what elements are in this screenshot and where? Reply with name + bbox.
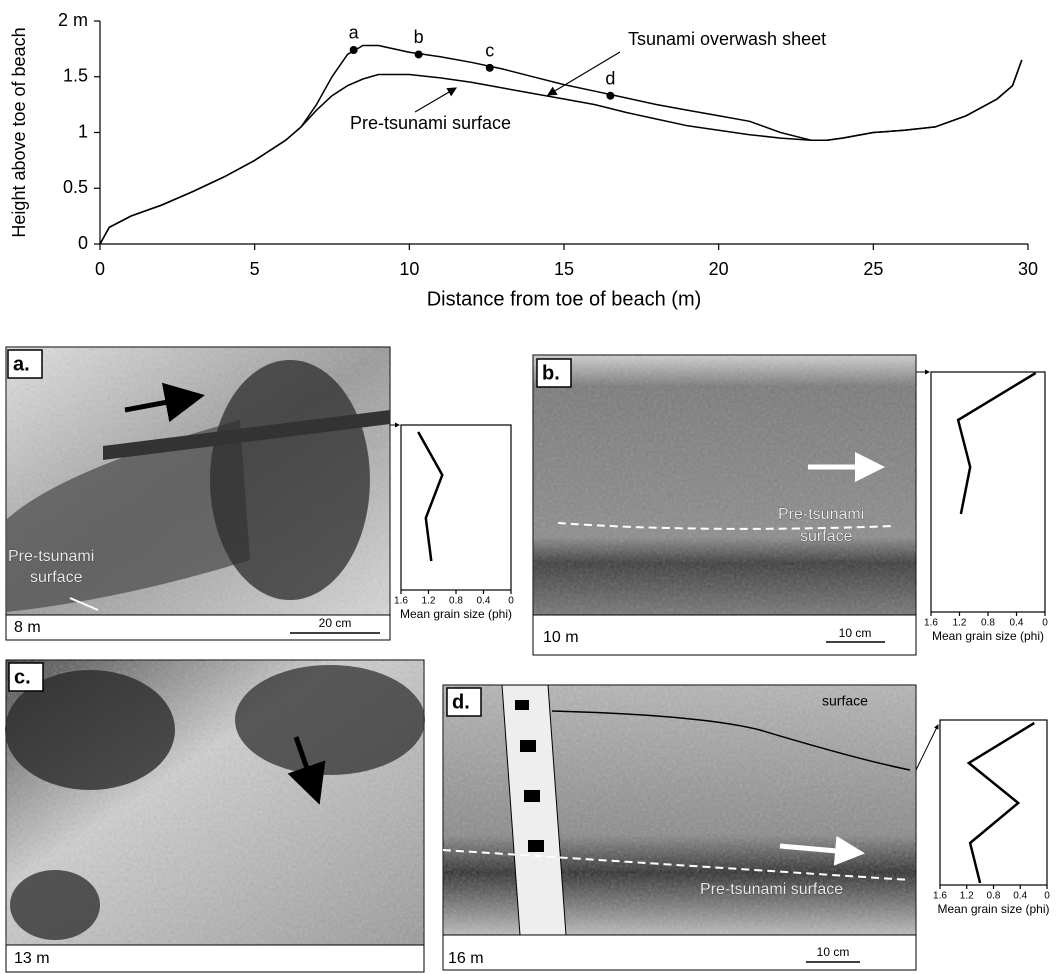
profile-frame	[401, 425, 511, 590]
distance: 13 m	[14, 950, 50, 967]
x-axis-title: Mean grain size (phi)	[400, 607, 512, 621]
y-tick-label: 0	[78, 233, 88, 253]
point-label: a	[349, 23, 360, 43]
x-axis-title: Mean grain size (phi)	[932, 629, 1044, 643]
x-tick-label: 1.2	[960, 891, 974, 902]
photo-note: surface	[800, 528, 853, 545]
photo-note: surface	[822, 693, 868, 709]
photo-panel-b	[533, 355, 916, 655]
x-tick-label: 0.8	[449, 596, 463, 607]
scale-label: 10 cm	[839, 626, 872, 640]
photo-note: Pre-tsunami surface	[700, 881, 843, 898]
x-tick-label: 1.6	[933, 891, 947, 902]
point-label: b	[414, 27, 424, 47]
x-axis-title: Mean grain size (phi)	[937, 902, 1049, 916]
distance: 16 m	[448, 950, 484, 967]
x-tick-label: 20	[709, 259, 729, 279]
line-series	[100, 46, 1022, 245]
x-tick-label: 0.4	[477, 596, 491, 607]
point-label: c	[485, 41, 494, 61]
sample-point	[606, 92, 614, 100]
distance: 8 m	[14, 619, 41, 636]
sample-point	[350, 46, 358, 54]
x-tick-label: 0.8	[981, 618, 995, 629]
x-tick-label: 0.4	[1013, 891, 1027, 902]
distance: 10 m	[543, 629, 579, 646]
x-tick-label: 15	[554, 259, 574, 279]
x-tick-label: 0.8	[987, 891, 1001, 902]
point-label: d	[605, 68, 615, 88]
x-tick-label: 10	[399, 259, 419, 279]
y-axis-title: Height above toe of beach	[9, 27, 29, 237]
connector	[916, 725, 938, 770]
photo-note: Pre-tsunami	[778, 506, 864, 523]
y-tick-label: 0.5	[63, 177, 88, 197]
x-tick-label: 1.2	[953, 618, 967, 629]
x-tick-label: 1.6	[924, 618, 938, 629]
x-tick-label: 25	[863, 259, 883, 279]
profile-frame	[931, 372, 1045, 612]
scale-label: 10 cm	[817, 945, 850, 959]
x-tick-label: 30	[1018, 259, 1038, 279]
x-tick-label: 0	[95, 259, 105, 279]
x-axis-title: Distance from toe of beach (m)	[427, 288, 702, 310]
photo-note: surface	[30, 569, 83, 586]
sample-point	[486, 64, 494, 72]
y-tick-label: 1	[78, 121, 88, 141]
x-tick-label: 5	[250, 259, 260, 279]
profile-frame	[940, 720, 1047, 885]
panel-label: d.	[452, 691, 470, 713]
annotation: Tsunami overwash sheet	[628, 29, 826, 49]
scale-label: 20 cm	[319, 616, 352, 630]
x-tick-label: 1.6	[394, 596, 408, 607]
x-tick-label: 0	[508, 596, 514, 607]
sample-point	[415, 50, 423, 58]
panel-label: c.	[14, 666, 31, 688]
x-tick-label: 0	[1044, 891, 1050, 902]
photo-panel-d	[443, 685, 916, 970]
panel-label: a.	[13, 353, 30, 375]
annotation: Pre-tsunami surface	[350, 113, 511, 133]
x-tick-label: 1.2	[422, 596, 436, 607]
photo-note: Pre-tsunami	[8, 548, 94, 565]
annotation-arrow	[415, 88, 456, 112]
photo-panel-a	[6, 347, 390, 640]
y-tick-label: 2 m	[58, 10, 88, 30]
photo-panel-c	[5, 660, 425, 972]
y-tick-label: 1.5	[63, 66, 88, 86]
figure: Tsunami overwash sheet Pre-tsunami surfa…	[0, 0, 1064, 974]
x-tick-label: 0	[1042, 618, 1048, 629]
x-tick-label: 0.4	[1010, 618, 1024, 629]
panel-label: b.	[542, 362, 560, 384]
